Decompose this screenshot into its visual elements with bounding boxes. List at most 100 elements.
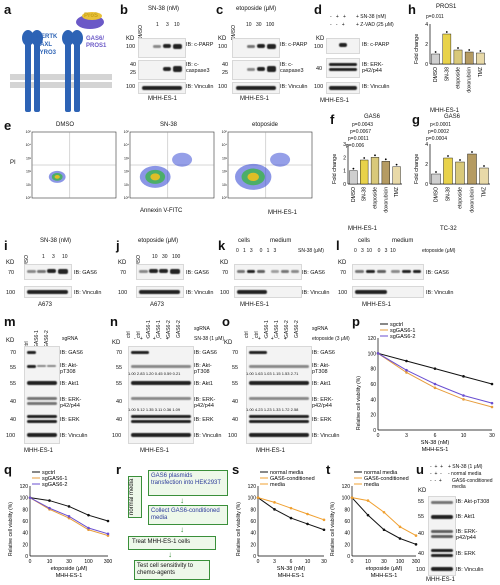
ib: IB: ERK (60, 417, 80, 423)
ib: IB: GAS6 (194, 350, 217, 356)
data-point (462, 375, 465, 378)
x-tick-label: 30 (321, 559, 327, 565)
sign: + (257, 336, 261, 342)
y-tick-label: 2 (425, 42, 428, 48)
bar (370, 157, 380, 185)
pros-label: ProS (84, 13, 99, 19)
x-tick-label: 10 (365, 559, 371, 565)
kd: KD (6, 260, 15, 266)
panel-i-cell: A673 (38, 302, 53, 308)
lane: 1 (266, 248, 270, 254)
panel-d-ib: p42/p44 (362, 68, 382, 74)
panel-c-lane: 30 (256, 22, 262, 28)
y-tick-label: 100 (368, 351, 377, 357)
panel-d-ib: IB: c-PARP (362, 42, 390, 48)
y-tick-label: 40 (22, 531, 28, 537)
ib: IB: ERK- (456, 529, 478, 535)
y-tick-label: 10⁰ (222, 196, 228, 200)
panel-b-ib: IB: c- (186, 62, 199, 68)
legend-label: sgctrl (42, 470, 55, 476)
x-tick-label: 300 (412, 559, 421, 565)
panel-p-chart: 0 20 40 60 80 100 120 0 3 6 10 30 Relative cell viab… (356, 322, 495, 453)
panel-c-blot-parp (232, 38, 280, 58)
ib: IB: Akt1 (312, 381, 331, 387)
y-tick-label: 10⁰ (124, 196, 130, 200)
ib: IB: GAS6 (302, 270, 325, 276)
panel-f-pval: p=0.0067 (350, 129, 371, 135)
panel-b-label: b (120, 2, 128, 17)
panel-d-row: + Z-VAD (25 μM) (356, 22, 394, 28)
y-tick-label: 10¹ (222, 183, 228, 187)
y-axis-label: Relative cell viability (%) (236, 502, 242, 556)
ib: IB: Akt- (60, 363, 78, 369)
y-tick-label: 10³ (222, 156, 228, 160)
mw: 40 (116, 417, 123, 423)
data-point (289, 516, 293, 520)
sign: + (139, 336, 143, 342)
panel-m-cell: MHH-ES-1 (24, 448, 54, 454)
panel-i-blot-gas6 (24, 264, 72, 280)
panel-u-cell: MHH-ES-1 (426, 577, 456, 583)
quant: 1.63 (254, 371, 263, 376)
mw: 55 (116, 381, 123, 387)
y-tick-label: 0 (253, 554, 256, 560)
data-point (382, 510, 386, 514)
cell-line-label: MHH-ES-1 (56, 573, 83, 579)
lane: GAS6-2 (294, 320, 300, 338)
ib: IB: Akt-pT308 (456, 499, 490, 505)
legend-label: sgGAS6-1 (42, 476, 67, 482)
ib: IB: Vinculin (186, 290, 214, 296)
mw: 70 (116, 350, 123, 356)
data-point (433, 367, 437, 370)
sign: - (146, 336, 149, 342)
y-axis-label: Fold change (414, 154, 420, 184)
ib: IB: Vinculin (74, 290, 102, 296)
flow-plots: 10⁰ 10¹ 10² 10³ 10⁴ 10⁵ 10⁰ 10¹ 10² 10³ 10⁴ 10⁵ 10⁰ 1… (26, 130, 313, 200)
quant-row: 1.00 5.12 1.35 3.11 0.36 1.09 (128, 407, 180, 413)
lane: 0 (236, 248, 239, 254)
panel-f-title: GAS6 (364, 114, 381, 120)
ib: IB: Vinculin (194, 433, 222, 439)
y-tick-label: 10² (124, 170, 130, 174)
series-line (377, 352, 493, 404)
apoptotic-cloud (270, 152, 291, 167)
data-point (433, 386, 437, 390)
x-tick-label: 0 (351, 559, 354, 565)
lane: 10 (152, 254, 158, 260)
x-tick-label: doxorubicin (470, 187, 476, 213)
ib: pT308 (194, 369, 210, 375)
mw: 25 (130, 70, 137, 76)
y-tick-label: 4 (425, 142, 428, 148)
panel-u-label: u (416, 462, 424, 477)
data-point (106, 519, 110, 523)
mw: 70 (10, 350, 17, 356)
group: cells (238, 238, 251, 244)
arrow-down-icon: ↓ (168, 550, 172, 559)
sign: + (335, 14, 339, 20)
sg: sgRNA (194, 326, 210, 332)
legend-label: sgGAS6-1 (390, 328, 415, 334)
mw: 40 (418, 551, 425, 557)
quant: 1.23 (263, 407, 272, 412)
bar (360, 159, 369, 185)
panel-i-label: i (4, 238, 8, 253)
event-cloud-core (54, 174, 60, 179)
x-tick-label: 0 (29, 559, 32, 565)
quant: 0.36 (163, 407, 172, 412)
bar (443, 157, 453, 185)
mw: 40 (10, 399, 17, 405)
lane: 1 (242, 248, 246, 254)
kd: KD (220, 260, 229, 266)
mw: 55 (116, 365, 123, 371)
panel-d-blot-erk (326, 58, 360, 78)
sg: sgRNA (312, 326, 328, 332)
x-tick-label: SN-38 (446, 187, 452, 201)
quant-row: 1.00 2.83 1.20 0.45 0.59 0.21 (128, 371, 180, 377)
x-axis-label: SN-38 (nM) (277, 566, 306, 572)
kd: KD (338, 260, 347, 266)
arrow-down-icon: ↓ (180, 525, 184, 534)
mw: 55 (232, 365, 239, 371)
gas6-label: GAS6/ (86, 36, 105, 42)
data-point (289, 506, 293, 510)
mw: 100 (314, 84, 324, 90)
